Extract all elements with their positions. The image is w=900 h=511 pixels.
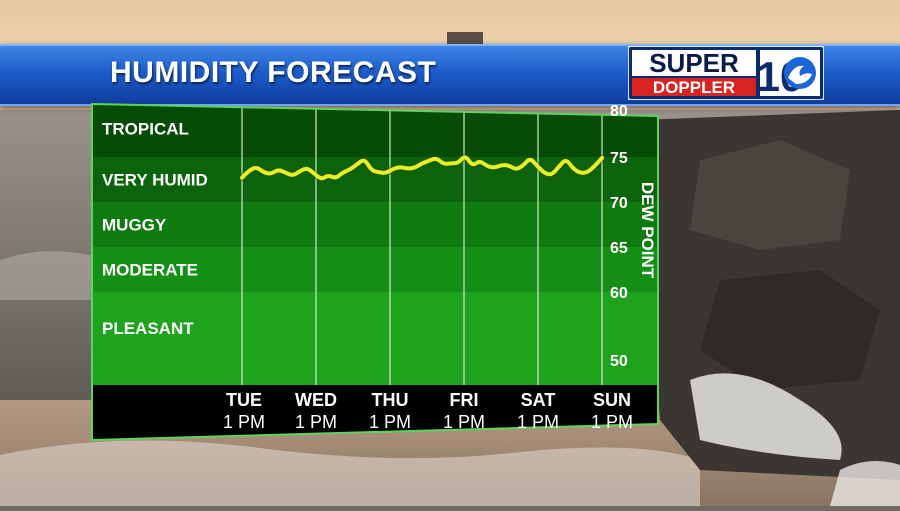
y-tick-label: 80 (610, 103, 628, 120)
band-muggy (92, 202, 658, 247)
y-axis-title: DEW POINT (638, 182, 657, 279)
chart-border (91, 102, 659, 442)
x-day-label: SUN (593, 390, 631, 410)
logo-super-text: SUPER (649, 48, 739, 78)
band-label-very-humid: VERY HUMID (102, 171, 208, 190)
x-time-label: 1 PM (443, 412, 485, 432)
band-very-humid (92, 157, 658, 202)
band-moderate (92, 247, 658, 292)
dew-point-bands (92, 104, 658, 390)
y-tick-label: 65 (610, 240, 628, 257)
y-axis-ticks: 50 60 65 70 75 80 (610, 103, 628, 370)
dew-point-series (238, 153, 606, 182)
x-day-label: FRI (450, 390, 479, 410)
x-day-label: WED (295, 390, 337, 410)
x-day-label: SAT (521, 390, 556, 410)
y-tick-label: 70 (610, 195, 628, 212)
category-labels: PLEASANT MODERATE MUGGY VERY HUMID TROPICAL (102, 120, 208, 339)
band-pleasant (92, 292, 658, 390)
band-label-tropical: TROPICAL (102, 120, 189, 139)
x-time-label: 1 PM (517, 412, 559, 432)
wave-crest-icon (788, 65, 812, 84)
x-day-label: THU (372, 390, 409, 410)
page-title: HUMIDITY FORECAST (110, 56, 437, 89)
x-time-label: 1 PM (369, 412, 411, 432)
y-tick-label: 50 (610, 353, 628, 370)
band-label-moderate: MODERATE (102, 261, 198, 280)
y-tick-label: 60 (610, 285, 628, 302)
x-time-label: 1 PM (591, 412, 633, 432)
x-time-label: 1 PM (295, 412, 337, 432)
day-grid-lines (241, 104, 603, 385)
series-line (240, 155, 604, 181)
x-time-label: 1 PM (223, 412, 265, 432)
x-day-label: TUE (226, 390, 262, 410)
logo-doppler-text: DOPPLER (653, 78, 735, 97)
band-label-pleasant: PLEASANT (102, 319, 194, 338)
band-label-muggy: MUGGY (102, 216, 167, 235)
y-tick-label: 75 (610, 150, 628, 167)
